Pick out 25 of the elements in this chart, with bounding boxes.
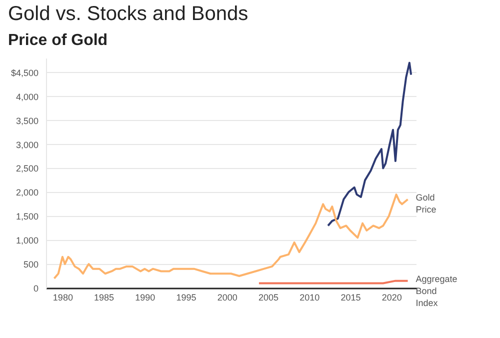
y-tick-label: 3,500 bbox=[16, 116, 38, 126]
series-label: Aggregate Bond Index bbox=[416, 274, 458, 308]
y-tick-label: 1,500 bbox=[16, 212, 38, 222]
x-tick-label: 1980 bbox=[52, 292, 73, 302]
series-label: Gold Price bbox=[416, 192, 436, 214]
line-series bbox=[327, 62, 412, 227]
y-tick-label: 4,000 bbox=[16, 92, 38, 102]
chart-title: Gold vs. Stocks and Bonds bbox=[8, 3, 248, 25]
y-tick-label: 500 bbox=[23, 260, 38, 270]
chart-subtitle: Price of Gold bbox=[8, 32, 108, 49]
y-tick-label: $4,500 bbox=[10, 68, 38, 78]
y-tick-label: 2,500 bbox=[16, 164, 38, 174]
line-series bbox=[53, 194, 409, 280]
x-tick-label: 2015 bbox=[340, 292, 361, 302]
y-tick-label: 3,000 bbox=[16, 140, 38, 150]
y-tick-label: 2,000 bbox=[16, 188, 38, 198]
x-tick-label: 1985 bbox=[94, 292, 114, 302]
x-tick-label: 2020 bbox=[382, 292, 402, 302]
x-tick-label: 1990 bbox=[135, 292, 156, 302]
x-tick-label: 2010 bbox=[300, 292, 320, 302]
x-tick-label: 2005 bbox=[258, 292, 279, 302]
x-tick-label: 1995 bbox=[176, 292, 196, 302]
y-tick-label: 0 bbox=[33, 284, 38, 294]
y-tick-label: 1,000 bbox=[16, 236, 38, 246]
x-tick-label: 2000 bbox=[217, 292, 238, 302]
